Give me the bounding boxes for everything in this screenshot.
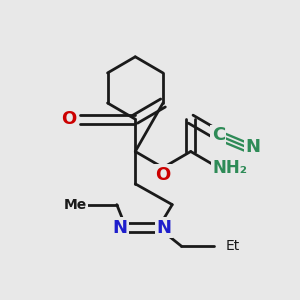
Text: Me: Me (64, 198, 87, 212)
Text: NH₂: NH₂ (212, 159, 247, 177)
Text: N: N (157, 219, 172, 237)
Text: Et: Et (225, 239, 240, 253)
Text: C: C (212, 126, 225, 144)
Text: N: N (246, 138, 261, 156)
Text: O: O (155, 166, 171, 184)
Text: O: O (61, 110, 76, 128)
Text: N: N (113, 219, 128, 237)
